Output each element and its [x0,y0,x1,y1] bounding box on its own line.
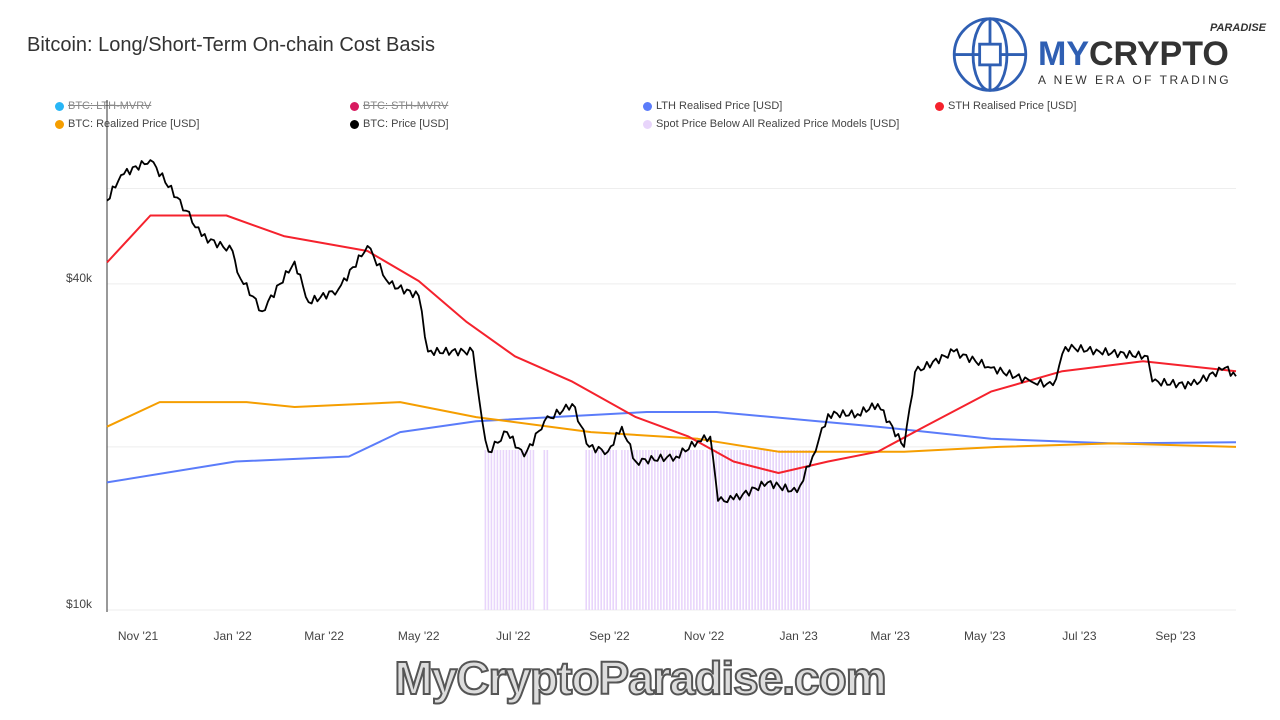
legend-item[interactable]: BTC: STH-MVRV [350,100,448,112]
legend-dot-icon [350,119,359,129]
x-tick-label: Jul '23 [1062,629,1097,643]
x-tick-label: Mar '23 [870,629,910,643]
watermark: MyCryptoParadise.com [393,651,887,705]
legend-dot-icon [350,101,359,111]
legend-dot-icon [935,101,944,111]
x-tick-label: Jan '23 [780,629,819,643]
x-tick-label: Sep '22 [589,629,630,643]
logo-main-a: MY [1038,34,1089,73]
legend-label: Spot Price Below All Realized Price Mode… [656,118,900,130]
legend-item[interactable]: BTC: Realized Price [USD] [55,118,199,130]
x-tick-label: Mar '22 [304,629,344,643]
legend-label: BTC: STH-MVRV [363,100,449,112]
legend-label: BTC: Price [USD] [363,118,449,130]
legend-item[interactable]: Spot Price Below All Realized Price Mode… [643,118,899,130]
brand-logo: PARADISE MYCRYPTO A NEW ERA OF TRADING [950,12,1270,97]
legend-label: STH Realised Price [USD] [948,100,1077,112]
x-tick-label: May '23 [964,629,1006,643]
chart-title: Bitcoin: Long/Short-Term On-chain Cost B… [27,34,435,56]
x-tick-label: Jan '22 [213,629,252,643]
y-tick-label: $40k [66,271,93,285]
legend-item[interactable]: BTC: Price [USD] [350,118,449,130]
logo-tagline: A NEW ERA OF TRADING [1038,72,1232,87]
y-tick-label: $10k [66,597,93,611]
series-line [106,214,1237,474]
legend-label: LTH Realised Price [USD] [656,100,783,112]
x-tick-label: Sep '23 [1155,629,1196,643]
legend-item[interactable]: BTC: LTH-MVRV [55,100,151,112]
x-tick-label: May '22 [398,629,440,643]
logo-main-b: CRYPTO [1089,34,1229,73]
legend-label: BTC: Realized Price [USD] [68,118,200,130]
legend-item[interactable]: STH Realised Price [USD] [935,100,1076,112]
logo-top-text: PARADISE [1209,21,1266,34]
series-line [106,401,1237,453]
logo-main-text: MYCRYPTO [1038,35,1266,73]
series-line [106,411,1237,484]
legend-item[interactable]: LTH Realised Price [USD] [643,100,782,112]
series-line [106,159,1237,504]
x-tick-label: Nov '22 [684,629,725,643]
legend-label: BTC: LTH-MVRV [68,100,152,112]
legend-dot-icon [643,119,652,129]
legend-dot-icon [55,119,64,129]
x-tick-label: Jul '22 [496,629,531,643]
legend-dot-icon [643,101,652,111]
globe-chip-icon [952,16,1028,92]
x-tick-label: Nov '21 [118,629,159,643]
legend-dot-icon [55,101,64,111]
